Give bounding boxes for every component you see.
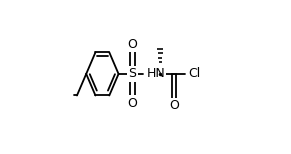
Text: S: S [128,67,136,80]
Text: O: O [127,97,137,110]
Text: Cl: Cl [188,67,200,80]
Text: O: O [169,99,179,112]
Text: O: O [127,38,137,51]
Text: HN: HN [146,67,165,80]
